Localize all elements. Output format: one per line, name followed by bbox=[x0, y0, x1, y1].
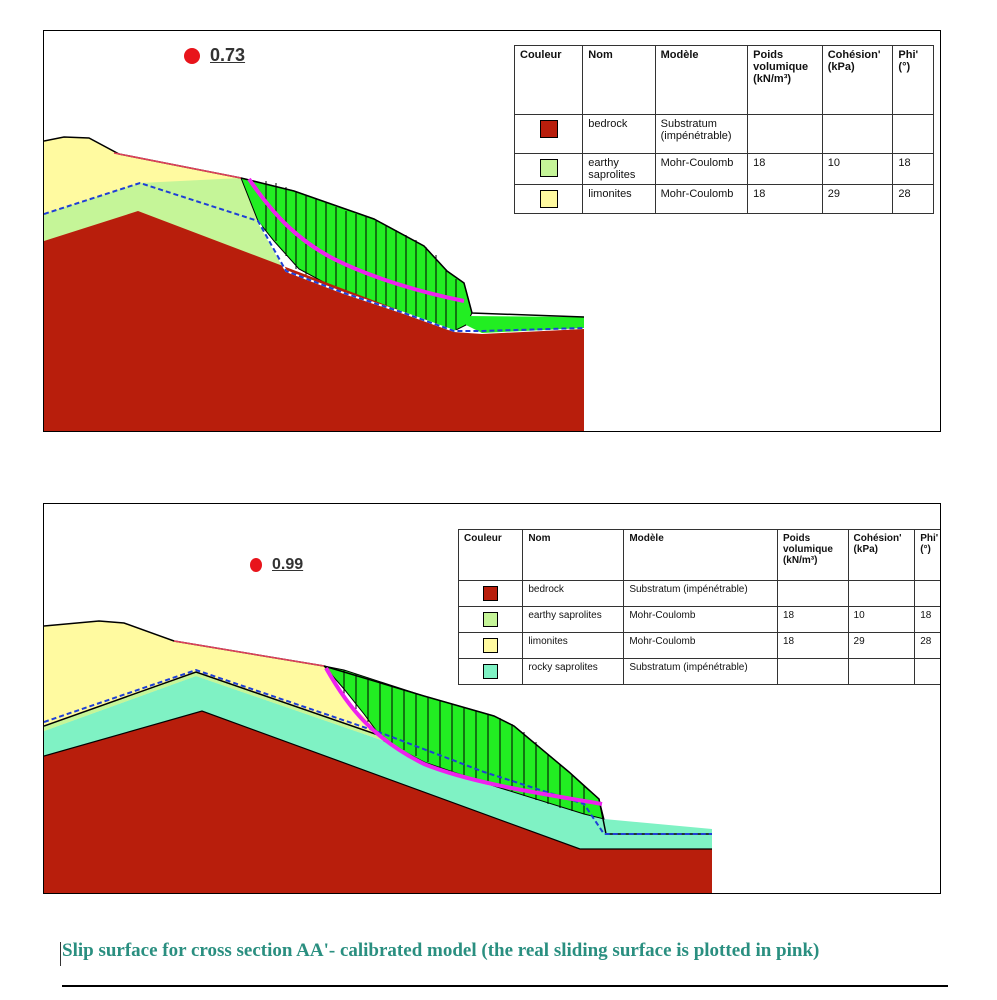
col-phi: Phi' (°) bbox=[914, 529, 940, 581]
figure-caption: Slip surface for cross section AA'- cali… bbox=[62, 940, 820, 961]
col-poids: Poids volumique (kN/m³) bbox=[776, 529, 849, 581]
real-slip-surface bbox=[324, 667, 603, 806]
col-nom: Nom bbox=[582, 45, 656, 115]
material-cohesion: 29 bbox=[847, 632, 916, 659]
slip-slices bbox=[265, 181, 457, 329]
material-cohesion: 10 bbox=[847, 606, 916, 633]
material-name: bedrock bbox=[522, 580, 625, 607]
material-weight: 18 bbox=[776, 606, 849, 633]
material-name: limonites bbox=[582, 184, 656, 214]
col-phi: Phi' (°) bbox=[892, 45, 934, 115]
material-phi bbox=[892, 114, 934, 154]
color-swatch-cell bbox=[457, 606, 524, 633]
material-model: Mohr-Coulomb bbox=[654, 153, 749, 185]
color-swatch-cell bbox=[457, 658, 524, 685]
bedrock-swatch bbox=[539, 120, 558, 138]
material-weight bbox=[776, 580, 849, 607]
bedrock-boundary bbox=[44, 710, 712, 850]
material-weight: 18 bbox=[747, 184, 823, 214]
material-cohesion bbox=[821, 114, 894, 154]
table-row: earthy saprolites Mohr-Coulomb 18 10 18 bbox=[513, 153, 934, 185]
ground-profile-line bbox=[173, 640, 325, 667]
bedrock-layer bbox=[44, 711, 712, 893]
material-model: Substratum (impénétrable) bbox=[654, 114, 749, 154]
material-phi bbox=[914, 658, 940, 685]
material-phi: 28 bbox=[914, 632, 940, 659]
layer-boundary bbox=[44, 671, 385, 738]
factor-of-safety-b: 0.99 bbox=[250, 556, 303, 574]
material-weight bbox=[776, 658, 849, 685]
cross-section-a bbox=[44, 136, 585, 431]
material-table-b: Couleur Nom Modèle Poids volumique (kN/m… bbox=[457, 529, 940, 685]
material-name: bedrock bbox=[582, 114, 656, 154]
col-cohesion: Cohésion' (kPa) bbox=[821, 45, 894, 115]
material-cohesion: 10 bbox=[821, 153, 894, 185]
material-phi: 18 bbox=[892, 153, 934, 185]
ground-surface bbox=[44, 136, 585, 318]
bedrock-layer bbox=[44, 211, 584, 431]
bedrock-swatch bbox=[483, 586, 499, 601]
color-swatch-cell bbox=[513, 153, 584, 185]
water-table bbox=[44, 668, 712, 835]
table-header-row: Couleur Nom Modèle Poids volumique (kN/m… bbox=[513, 45, 934, 115]
material-name: earthy saprolites bbox=[522, 606, 625, 633]
fos-value: 0.99 bbox=[272, 556, 304, 573]
factor-of-safety-a: 0.73 bbox=[184, 45, 245, 66]
cross-section-b bbox=[44, 620, 712, 893]
col-cohesion: Cohésion' (kPa) bbox=[847, 529, 916, 581]
material-table-a: Couleur Nom Modèle Poids volumique (kN/m… bbox=[513, 45, 934, 214]
color-swatch-cell bbox=[457, 632, 524, 659]
table-row: limonites Mohr-Coulomb 18 29 28 bbox=[457, 632, 940, 659]
material-model: Substratum (impénétrable) bbox=[623, 658, 778, 685]
limonites-swatch bbox=[483, 638, 499, 653]
material-weight: 18 bbox=[747, 153, 823, 185]
model-panel-b: 0.99 Couleur Nom Modèle Poids volumique … bbox=[43, 503, 941, 894]
material-name: earthy saprolites bbox=[582, 153, 656, 185]
ground-profile-line bbox=[113, 152, 242, 179]
table-row: rocky saprolites Substratum (impénétrabl… bbox=[457, 658, 940, 685]
material-model: Mohr-Coulomb bbox=[654, 184, 749, 214]
material-weight: 18 bbox=[776, 632, 849, 659]
col-poids: Poids volumique (kN/m³) bbox=[747, 45, 823, 115]
material-model: Mohr-Coulomb bbox=[623, 632, 778, 659]
material-model: Mohr-Coulomb bbox=[623, 606, 778, 633]
table-row: limonites Mohr-Coulomb 18 29 28 bbox=[513, 184, 934, 214]
earthy-saprolites-swatch bbox=[539, 159, 558, 177]
material-cohesion bbox=[847, 658, 916, 685]
material-phi: 18 bbox=[914, 606, 940, 633]
col-modele: Modèle bbox=[654, 45, 749, 115]
col-couleur: Couleur bbox=[457, 529, 524, 581]
real-slip-surface bbox=[247, 177, 465, 303]
caption-marker bbox=[60, 942, 61, 966]
material-phi bbox=[914, 580, 940, 607]
col-nom: Nom bbox=[522, 529, 625, 581]
col-couleur: Couleur bbox=[513, 45, 584, 115]
caption-rule bbox=[62, 985, 948, 987]
limonites-swatch bbox=[539, 190, 558, 208]
table-row: bedrock Substratum (impénétrable) bbox=[457, 580, 940, 607]
fos-value: 0.73 bbox=[210, 45, 246, 65]
col-modele: Modèle bbox=[623, 529, 778, 581]
material-cohesion bbox=[847, 580, 916, 607]
table-row: bedrock Substratum (impénétrable) bbox=[513, 114, 934, 154]
model-panel-a: 0.73 Couleur Nom Modèle Poids volumique … bbox=[43, 30, 941, 432]
water-table bbox=[44, 181, 585, 332]
color-swatch-cell bbox=[457, 580, 524, 607]
color-swatch-cell bbox=[513, 184, 584, 214]
color-swatch-cell bbox=[513, 114, 584, 154]
fos-marker-icon bbox=[184, 47, 200, 64]
material-name: limonites bbox=[522, 632, 625, 659]
fos-marker-icon bbox=[250, 558, 262, 572]
material-model: Substratum (impénétrable) bbox=[623, 580, 778, 607]
table-row: earthy saprolites Mohr-Coulomb 18 10 18 bbox=[457, 606, 940, 633]
earthy-saprolites-swatch bbox=[483, 612, 499, 627]
table-header-row: Couleur Nom Modèle Poids volumique (kN/m… bbox=[457, 529, 940, 581]
material-name: rocky saprolites bbox=[522, 658, 625, 685]
material-phi: 28 bbox=[892, 184, 934, 214]
material-weight bbox=[747, 114, 823, 154]
rocky-saprolites-swatch bbox=[483, 664, 499, 679]
material-cohesion: 29 bbox=[821, 184, 894, 214]
